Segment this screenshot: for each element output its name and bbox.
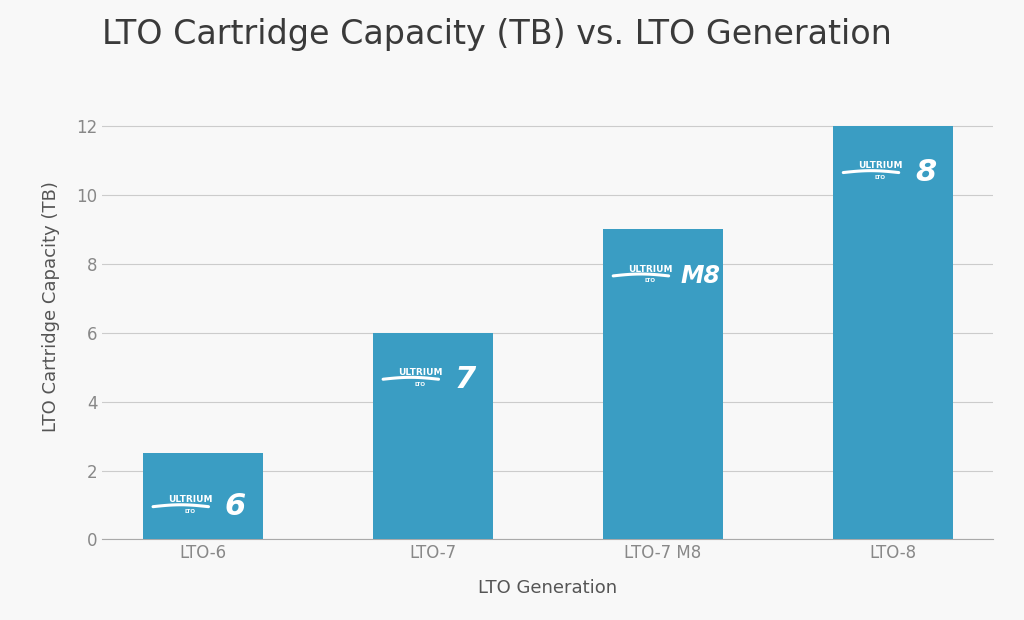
Bar — [373, 333, 493, 539]
Text: LTO: LTO — [645, 278, 655, 283]
Text: ULTRIUM: ULTRIUM — [628, 265, 673, 273]
Text: 7: 7 — [455, 365, 476, 394]
Text: 6: 6 — [224, 492, 246, 521]
Text: LTO Cartridge Capacity (TB) vs. LTO Generation: LTO Cartridge Capacity (TB) vs. LTO Gene… — [102, 18, 892, 51]
Bar — [143, 453, 262, 539]
Text: ULTRIUM: ULTRIUM — [398, 368, 442, 377]
Bar — [603, 229, 723, 539]
Text: LTO: LTO — [184, 509, 196, 514]
Text: ULTRIUM: ULTRIUM — [168, 495, 212, 504]
Text: 8: 8 — [914, 158, 936, 187]
Y-axis label: LTO Cartridge Capacity (TB): LTO Cartridge Capacity (TB) — [42, 182, 59, 432]
X-axis label: LTO Generation: LTO Generation — [478, 579, 617, 597]
Bar — [834, 126, 952, 539]
Text: ULTRIUM: ULTRIUM — [858, 161, 902, 170]
Text: LTO: LTO — [415, 381, 426, 386]
Text: LTO: LTO — [874, 175, 886, 180]
Text: M8: M8 — [680, 264, 720, 288]
